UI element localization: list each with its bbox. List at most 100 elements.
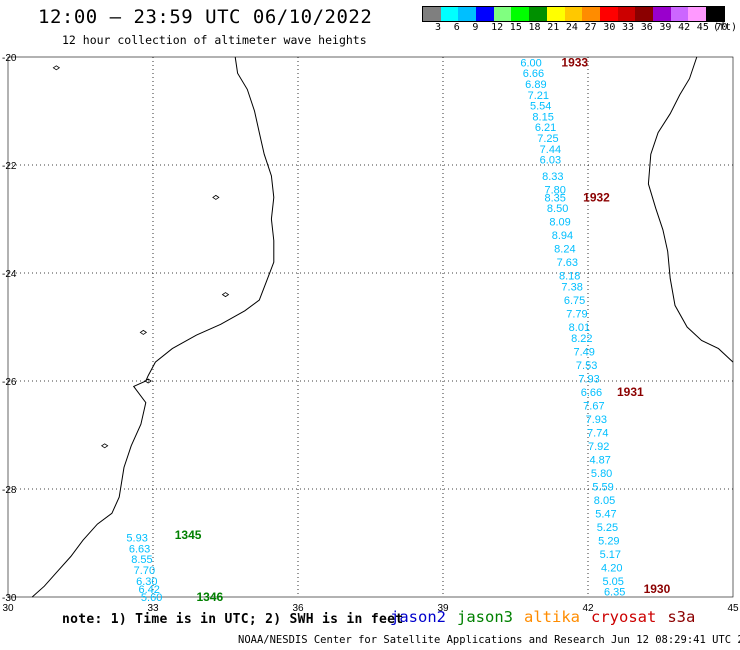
y-tick-label: -24 xyxy=(2,269,17,280)
legend-label: 36 xyxy=(640,22,653,33)
swh-label: 5.59 xyxy=(592,481,613,493)
legend-swatch xyxy=(546,7,565,21)
y-tick-label: -22 xyxy=(2,161,17,172)
satellite-legend-jason2: jason2 xyxy=(390,608,446,626)
swh-label: 6.89 xyxy=(525,79,546,91)
y-tick-label: -28 xyxy=(2,485,17,496)
swh-label: 4.20 xyxy=(601,562,622,574)
axis-ticks: 30 33 36 39 42 45 -20 -22 -24 -26 -28 -30 xyxy=(2,53,739,614)
time-label: 1931 xyxy=(617,385,644,399)
swh-label: 5.25 xyxy=(597,522,618,534)
legend-swatch xyxy=(493,7,512,21)
swh-label: 6.21 xyxy=(535,122,556,134)
legend-label: 12 xyxy=(491,22,504,33)
swh-label: 8.55 xyxy=(131,554,152,566)
legend-label: 27 xyxy=(584,22,597,33)
swh-label: 5.80 xyxy=(591,468,612,480)
swh-label: 7.70 xyxy=(134,565,155,577)
satellite-legend-cryosat: cryosat xyxy=(591,608,657,626)
legend-swatch xyxy=(440,7,459,21)
y-tick-label: -26 xyxy=(2,377,17,388)
legend-label: 9 xyxy=(472,22,479,33)
lake-outline xyxy=(100,443,109,449)
legend-swatch xyxy=(582,7,600,21)
credit-line: NOAA/NESDIS Center for Satellite Applica… xyxy=(238,634,740,646)
x-tick-label: 33 xyxy=(147,603,159,614)
swh-label: 6.00 xyxy=(520,57,541,69)
swh-label: 7.79 xyxy=(566,309,587,321)
swh-label: 5.05 xyxy=(603,576,624,588)
swh-label: 7.63 xyxy=(557,257,578,269)
time-label: 1346 xyxy=(197,590,224,604)
swh-label: 8.24 xyxy=(554,244,575,256)
satellite-legend-jason3: jason3 xyxy=(457,608,513,626)
swh-label: 7.21 xyxy=(528,90,549,102)
x-tick-label: 42 xyxy=(582,603,594,614)
legend-swatch xyxy=(635,7,653,21)
swh-label: 6.03 xyxy=(540,155,561,167)
legend-label: 15 xyxy=(509,22,522,33)
map-grid xyxy=(7,56,734,598)
color-legend-bar xyxy=(422,6,725,22)
legend-label: 39 xyxy=(659,22,672,33)
legend-label: 45 xyxy=(696,22,709,33)
legend-label: 3 xyxy=(435,22,442,33)
swh-label: 5.47 xyxy=(595,508,616,520)
swh-label: 7.67 xyxy=(583,400,604,412)
swh-label: 7.49 xyxy=(574,346,595,358)
lake-outline xyxy=(139,329,148,335)
lake-outline xyxy=(212,194,220,200)
footnote: note: 1) Time is in UTC; 2) SWH is in fe… xyxy=(62,612,404,627)
swh-label: 7.53 xyxy=(576,360,597,372)
satellite-legend-s3a: s3a xyxy=(667,608,696,626)
swh-label: 7.80 xyxy=(545,184,566,196)
legend-label: 24 xyxy=(565,22,578,33)
time-label: 1930 xyxy=(644,582,671,596)
map-frame xyxy=(7,56,734,598)
swh-label: 8.22 xyxy=(571,333,592,345)
track-cryosat: 6.006.666.897.215.548.156.217.257.446.03… xyxy=(520,55,670,598)
swh-label: 5.93 xyxy=(126,533,147,545)
swh-label: 7.93 xyxy=(578,373,599,385)
lake-outline xyxy=(52,65,61,71)
swh-label: 6.30 xyxy=(136,576,157,588)
swh-label: 7.74 xyxy=(587,427,608,439)
satellite-legend: jason2 jason3 altika cryosat s3a xyxy=(390,608,706,626)
legend-swatch xyxy=(617,7,636,21)
x-tick-label: 30 xyxy=(2,603,14,614)
page-title: 12:00 – 23:59 UTC 06/10/2022 xyxy=(38,6,373,28)
legend-label: 30 xyxy=(603,22,616,33)
swh-label: 8.09 xyxy=(549,217,570,229)
swh-label: 7.38 xyxy=(561,282,582,294)
swh-label: 6.66 xyxy=(523,68,544,80)
swh-label: 8.94 xyxy=(552,230,573,242)
swh-label: 5.17 xyxy=(600,549,621,561)
time-label: 1932 xyxy=(583,190,610,204)
swh-label: 7.44 xyxy=(540,144,561,156)
color-legend-labels: 3 6 9 12 15 18 21 24 27 30 33 36 39 42 45 70 xyxy=(422,22,740,36)
x-tick-label: 45 xyxy=(727,603,739,614)
swh-label: 7.92 xyxy=(588,441,609,453)
swh-label: 5.29 xyxy=(598,535,619,547)
swh-label: 8.15 xyxy=(532,111,553,123)
legend-swatch xyxy=(511,7,530,21)
legend-swatch xyxy=(706,7,724,21)
legend-unit: (ft) xyxy=(713,22,738,33)
time-label: 1933 xyxy=(561,55,588,69)
coastline-africa xyxy=(31,56,275,598)
swh-label: 8.50 xyxy=(547,203,568,215)
legend-swatch xyxy=(458,7,477,21)
swh-label: 5.60 xyxy=(141,592,162,604)
time-label: 1345 xyxy=(175,528,202,542)
swh-label: 7.93 xyxy=(586,414,607,426)
swh-label: 6.42 xyxy=(139,584,160,596)
swh-label: 6.35 xyxy=(604,587,625,599)
legend-swatch xyxy=(564,7,583,21)
legend-swatch xyxy=(599,7,618,21)
swh-label: 8.01 xyxy=(569,322,590,334)
swh-label: 4.87 xyxy=(589,454,610,466)
coastline-madagascar xyxy=(647,56,734,363)
legend-swatch xyxy=(529,7,547,21)
